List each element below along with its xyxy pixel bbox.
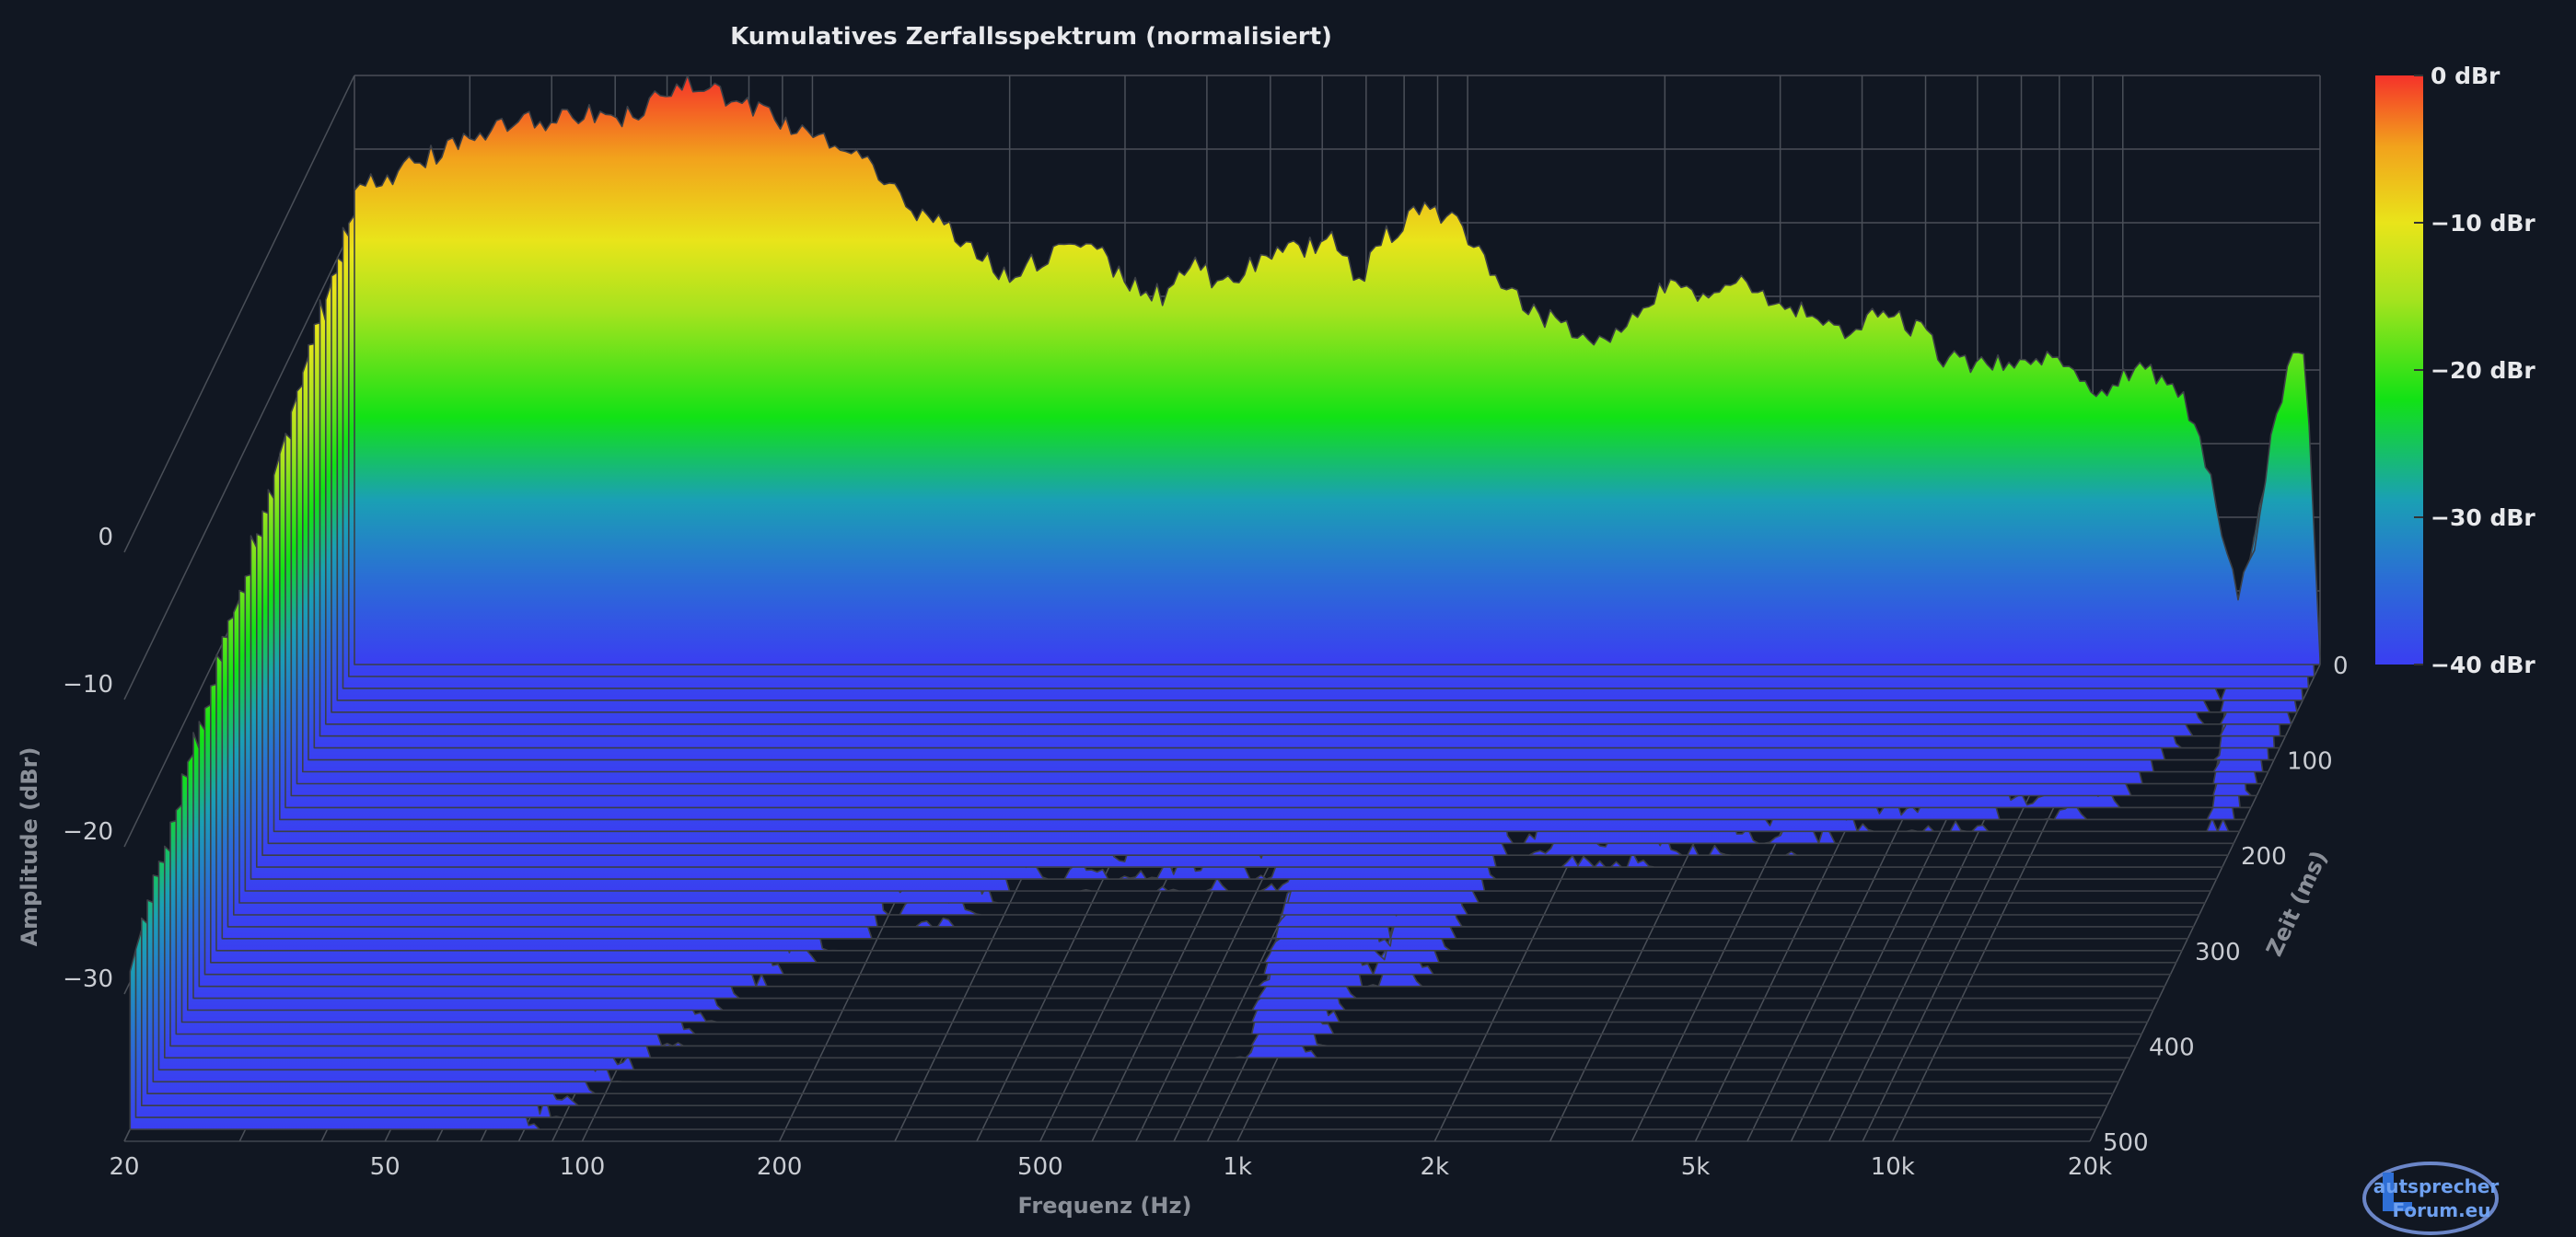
x-axis-label: Frequenz (Hz) (1018, 1193, 1192, 1219)
colorbar-tick-label: −30 dBr (2431, 504, 2535, 531)
colorbar-tick-label: −10 dBr (2431, 210, 2535, 237)
x-tick-label: 5k (1681, 1153, 1711, 1181)
x-tick-label: 100 (560, 1153, 606, 1181)
x-tick-label: 50 (370, 1153, 400, 1181)
x-tick-label: 2k (1421, 1153, 1450, 1181)
x-tick-label: 500 (1017, 1153, 1063, 1181)
grid-side-line (123, 222, 355, 700)
z-tick-label: 300 (2195, 939, 2241, 966)
grid-side-line (123, 75, 355, 553)
z-tick-label: 0 (2333, 653, 2349, 680)
colorbar-tick-label: −20 dBr (2431, 357, 2535, 384)
y-tick-label: 0 (98, 524, 113, 551)
x-tick-label: 200 (757, 1153, 803, 1181)
waterfall-surface (129, 75, 2321, 1130)
z-tick-label: 100 (2287, 748, 2333, 776)
z-tick-label: 200 (2241, 843, 2287, 871)
x-tick-label: 10k (1871, 1153, 1915, 1181)
colorbar-tick-label: 0 dBr (2431, 63, 2501, 89)
x-tick-label: 1k (1223, 1153, 1252, 1181)
colorbar: 0 dBr −10 dBr −20 dBr −30 dBr −40 dBr (2375, 63, 2535, 678)
svg-text:Forum.eu: Forum.eu (2393, 1199, 2491, 1221)
chart-title: Kumulatives Zerfallsspektrum (normalisie… (730, 23, 1332, 51)
svg-text:autsprecher: autsprecher (2373, 1175, 2500, 1197)
watermark-logo: autsprecher Forum.eu (2362, 1162, 2500, 1235)
x-tick-label: 20 (109, 1153, 139, 1181)
y-tick-label: −10 (63, 671, 113, 699)
y-axis-label: Amplitude (dBr) (17, 747, 42, 947)
y-tick-label: −20 (63, 818, 113, 846)
x-tick-label: 20k (2068, 1153, 2112, 1181)
y-tick-label: −30 (63, 965, 113, 993)
decay-slice (354, 75, 2321, 665)
z-tick-label: 500 (2103, 1129, 2149, 1157)
axes: 20 50 100 200 500 1k 2k 5k 10k 20k 0 −10 −20 −30 0 100 2… (63, 524, 2348, 1181)
z-tick-label: 400 (2149, 1034, 2195, 1061)
colorbar-tick-label: −40 dBr (2431, 652, 2535, 678)
